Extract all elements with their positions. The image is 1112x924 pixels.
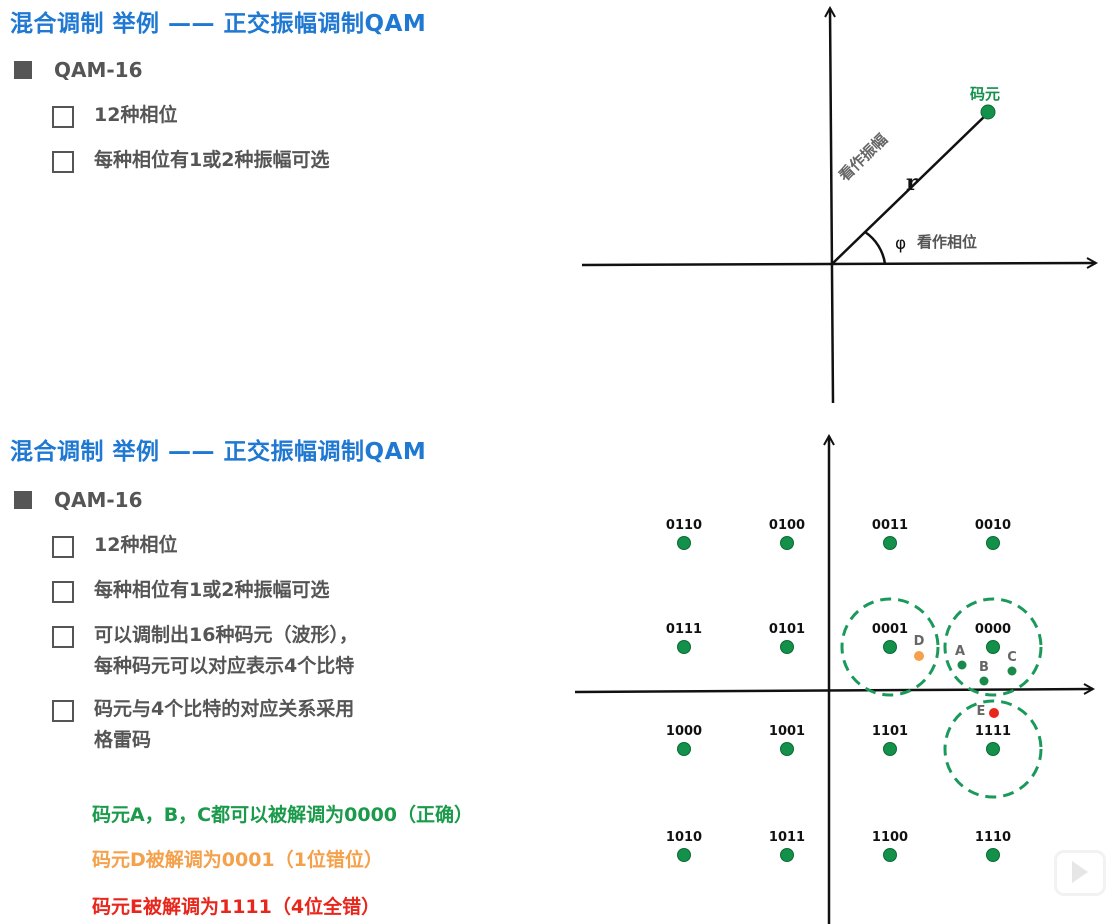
phi-label: φ <box>895 234 906 254</box>
bullet-text: 12种相位 <box>94 104 178 126</box>
square-bullet-icon <box>14 61 32 79</box>
decision-region-circle <box>943 699 1043 799</box>
amplitude-vector <box>831 112 989 265</box>
received-symbol-label: B <box>979 660 989 675</box>
checkbox-bullet-icon <box>52 151 74 173</box>
point-code-label: 1101 <box>872 724 908 739</box>
slide1-title: 混合调制 举例 —— 正交振幅调制QAM <box>10 11 427 37</box>
heading-text: QAM-16 <box>54 488 143 512</box>
bullet-text: 每种相位有1或2种振幅可选 <box>94 579 330 601</box>
constellation-point <box>780 848 794 862</box>
phase-arc <box>864 230 887 265</box>
constellation-point <box>986 742 1000 756</box>
bullet-text: 12种相位 <box>94 534 178 556</box>
slide2-bullet: 12种相位 <box>52 530 177 561</box>
x-axis <box>574 689 1093 692</box>
point-code-label: 0100 <box>769 518 805 533</box>
note-one-bit-error: 码元D被解调为0001（1位错位） <box>92 849 383 871</box>
checkbox-bullet-icon <box>52 536 74 558</box>
checkbox-bullet-icon <box>52 581 74 603</box>
point-code-label: 0010 <box>975 518 1011 533</box>
point-code-label: 1001 <box>769 724 805 739</box>
constellation-point <box>883 848 897 862</box>
slide2-heading: QAM-16 <box>14 488 143 512</box>
polar-diagram: 码元 看作振幅 r φ 看作相位 <box>581 8 1096 404</box>
note-correct: 码元A，B，C都可以被解调为0000（正确） <box>92 804 474 826</box>
slide1-heading: QAM-16 <box>14 58 143 82</box>
bullet-line: 码元与4个比特的对应关系采用 <box>94 698 355 720</box>
received-symbol-b <box>979 676 989 686</box>
note-four-bit-error: 码元E被解调为1111（4位全错） <box>92 896 381 918</box>
square-bullet-icon <box>14 491 32 509</box>
constellation-point <box>780 536 794 550</box>
constellation-point <box>677 640 691 654</box>
point-code-label: 0011 <box>872 518 908 533</box>
constellation-point <box>677 848 691 862</box>
y-axis <box>830 8 833 404</box>
point-code-label: 1011 <box>769 830 805 845</box>
phase-label: 看作相位 <box>917 233 977 251</box>
slide1-bullet: 12种相位 <box>52 100 177 131</box>
received-symbol-e <box>989 708 999 718</box>
checkbox-bullet-icon <box>52 700 74 722</box>
bullet-text: 每种相位有1或2种振幅可选 <box>94 149 330 171</box>
point-code-label: 0110 <box>666 518 702 533</box>
received-symbol-a <box>957 660 967 670</box>
checkbox-bullet-icon <box>52 626 74 648</box>
constellation-point <box>883 536 897 550</box>
bullet-line: 每种码元可以对应表示4个比特 <box>94 655 355 677</box>
play-icon[interactable] <box>1054 850 1106 896</box>
symbol-point <box>980 104 996 120</box>
bullet-line: 可以调制出16种码元（波形）， <box>94 624 358 646</box>
constellation-point <box>883 742 897 756</box>
point-code-label: 1010 <box>666 830 702 845</box>
x-axis <box>581 263 1096 265</box>
slide2-bullet: 码元与4个比特的对应关系采用 格雷码 <box>52 694 354 756</box>
received-symbol-label: D <box>914 634 925 649</box>
point-code-label: 0101 <box>769 622 805 637</box>
constellation-diagram: 0110 0100 0011 0010 0111 0101 0001 0000 1000 1001… <box>574 436 1093 924</box>
point-code-label: 1100 <box>872 830 908 845</box>
received-symbol-c <box>1007 666 1017 676</box>
slide2-title: 混合调制 举例 —— 正交振幅调制QAM <box>10 439 427 465</box>
received-symbol-label: E <box>977 704 986 719</box>
constellation-point <box>883 640 897 654</box>
received-symbol-label: C <box>1007 650 1017 665</box>
point-code-label: 0001 <box>872 622 908 637</box>
received-symbol-d <box>914 651 924 661</box>
constellation-point <box>677 742 691 756</box>
decision-region-circle <box>840 597 940 697</box>
decision-region-circle <box>943 597 1043 697</box>
symbol-label: 码元 <box>970 85 1000 103</box>
constellation-point <box>780 640 794 654</box>
bullet-line: 格雷码 <box>94 729 152 751</box>
point-code-label: 1000 <box>666 724 702 739</box>
point-code-label: 1111 <box>975 724 1011 739</box>
bullet-text: 码元与4个比特的对应关系采用 格雷码 <box>94 694 354 756</box>
point-code-label: 0000 <box>975 622 1011 637</box>
slide2-bullet: 每种相位有1或2种振幅可选 <box>52 575 329 606</box>
slide2-bullet: 可以调制出16种码元（波形）， 每种码元可以对应表示4个比特 <box>52 620 358 682</box>
constellation-point <box>986 848 1000 862</box>
heading-text: QAM-16 <box>54 58 143 82</box>
point-code-label: 0111 <box>666 622 702 637</box>
received-symbol-label: A <box>955 644 965 659</box>
checkbox-bullet-icon <box>52 106 74 128</box>
constellation-point <box>780 742 794 756</box>
bullet-text: 可以调制出16种码元（波形）， 每种码元可以对应表示4个比特 <box>94 620 358 682</box>
constellation-point <box>677 536 691 550</box>
slide1-bullet: 每种相位有1或2种振幅可选 <box>52 145 329 176</box>
constellation-point <box>986 640 1000 654</box>
constellation-point <box>986 536 1000 550</box>
point-code-label: 1110 <box>975 830 1011 845</box>
r-label: r <box>906 170 918 196</box>
amplitude-label: 看作振幅 <box>835 130 891 185</box>
